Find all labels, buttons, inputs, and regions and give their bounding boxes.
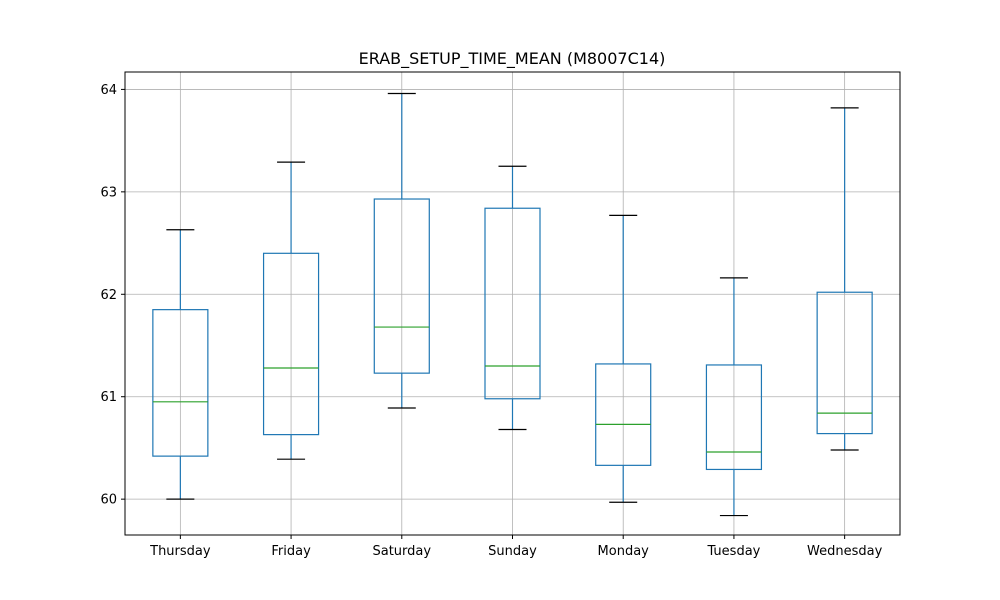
box-friday [262,161,320,460]
y-tick-label: 61 [100,390,117,405]
grid [125,72,900,535]
box-iqr [152,309,209,457]
boxes [152,92,873,517]
y-axis: 60 61 62 63 64 [100,83,125,508]
y-tick-label: 60 [100,493,117,508]
box-iqr [595,363,652,466]
x-tick-label: Friday [271,544,311,559]
y-tick-label: 62 [100,288,117,303]
box-iqr [262,252,320,436]
chart-title: ERAB_SETUP_TIME_MEAN (M8007C14) [359,49,666,69]
x-tick-label: Saturday [372,544,431,559]
box-sunday [484,165,541,431]
box-wednesday [816,107,873,451]
x-tick-label: Thursday [149,544,211,559]
box-iqr [705,364,763,471]
x-tick-label: Wednesday [807,544,883,559]
box-monday [595,214,652,503]
x-tick-label: Monday [598,544,650,559]
x-tick-label: Tuesday [706,544,760,559]
box-iqr [484,207,541,400]
box-iqr [816,291,873,435]
box-iqr [373,198,430,374]
y-tick-label: 64 [100,83,117,98]
y-tick-label: 63 [100,185,117,200]
x-tick-label: Sunday [488,544,537,559]
box-saturday [373,92,430,409]
box-thursday [152,229,209,500]
x-axis: Thursday Friday Saturday Sunday Monday Tuesda… [149,535,883,559]
box-tuesday [705,277,763,517]
